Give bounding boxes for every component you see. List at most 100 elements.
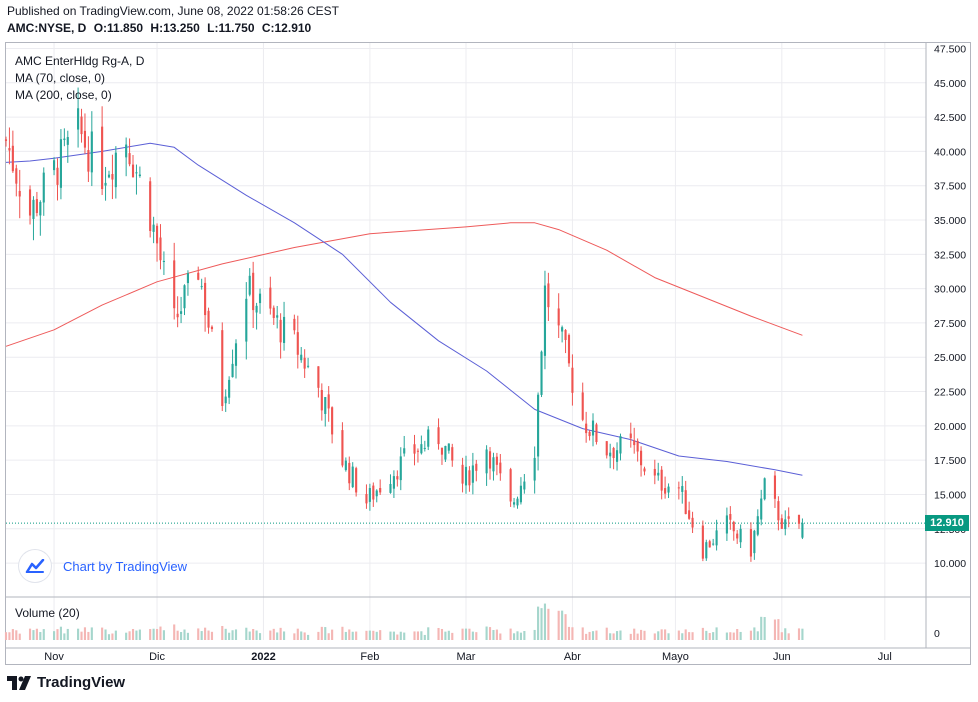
volume-bar xyxy=(59,626,62,640)
high-value: H:13.250 xyxy=(150,21,200,35)
candle-body xyxy=(777,501,780,521)
candle-body xyxy=(255,305,258,313)
volume-bar xyxy=(200,631,203,640)
volume-bar xyxy=(701,627,704,640)
volume-bar xyxy=(392,631,395,640)
volume-bar xyxy=(348,629,351,640)
candle-body xyxy=(475,463,478,471)
candle-body xyxy=(15,168,18,184)
tradingview-watermark[interactable]: Chart by TradingView xyxy=(19,549,187,583)
volume-legend[interactable]: Volume (20) xyxy=(15,606,80,620)
candle-body xyxy=(248,275,251,295)
chart-frame[interactable] xyxy=(5,42,971,665)
volume-bar xyxy=(368,630,371,640)
candle-body xyxy=(540,351,543,395)
volume-bar xyxy=(252,628,255,640)
candle-body xyxy=(464,466,468,486)
volume-bar xyxy=(114,630,117,640)
volume-bar xyxy=(8,632,11,640)
volume-bar xyxy=(365,630,368,640)
candle-body xyxy=(561,327,564,332)
candle-body xyxy=(773,475,777,499)
volume-bar xyxy=(643,630,646,640)
volume-bar xyxy=(633,628,636,640)
candle-body xyxy=(780,518,783,529)
candle-body xyxy=(763,478,766,500)
volume-bar xyxy=(715,627,718,640)
volume-bar xyxy=(35,628,38,640)
y-tick-label: 40.000 xyxy=(934,146,966,158)
candle-body xyxy=(444,445,447,460)
x-tick-label: Dic xyxy=(149,651,165,663)
candle-body xyxy=(42,172,45,203)
volume-bar xyxy=(269,630,272,640)
candle-body xyxy=(234,343,238,366)
volume-bar xyxy=(427,627,430,640)
volume-bar xyxy=(331,629,334,640)
y-tick-label: 25.000 xyxy=(934,352,966,364)
y-tick-label: 10.000 xyxy=(934,558,966,570)
candle-body xyxy=(379,488,382,493)
volume-bar xyxy=(509,628,512,640)
candle-body xyxy=(677,487,680,489)
candle-body xyxy=(749,529,752,557)
volume-bar xyxy=(159,626,162,640)
volume-bar xyxy=(372,630,375,640)
candle-body xyxy=(331,407,334,435)
volume-bar xyxy=(77,628,80,640)
volume-bar xyxy=(512,633,516,640)
volume-bar xyxy=(87,631,90,640)
volume-bar xyxy=(317,631,320,640)
volume-bar xyxy=(131,628,135,640)
ma200-legend[interactable]: MA (200, close, 0) xyxy=(15,88,112,102)
watermark-text[interactable]: Chart by TradingView xyxy=(63,558,188,574)
candle-body xyxy=(667,486,670,493)
candle-body xyxy=(155,225,159,244)
volume-bar xyxy=(32,630,35,640)
candle-body xyxy=(355,468,358,493)
volume-bar xyxy=(276,632,279,640)
volume-bar xyxy=(228,632,231,640)
volume-bar xyxy=(104,629,107,640)
volume-bar xyxy=(543,603,547,640)
candle-body xyxy=(715,530,718,546)
last-price-tag: 12.910 xyxy=(925,515,969,532)
candle-body xyxy=(488,451,492,469)
volume-bar xyxy=(705,630,708,640)
volume-bar xyxy=(595,630,598,640)
candle-body xyxy=(629,433,632,439)
volume-bar xyxy=(667,633,670,640)
candle-body xyxy=(396,476,399,480)
candle-body xyxy=(279,319,282,343)
candle-body xyxy=(131,164,135,178)
candle-body xyxy=(303,357,306,369)
candle-body xyxy=(605,441,608,456)
candle-body xyxy=(375,490,378,497)
candle-body xyxy=(152,224,155,232)
candle-body xyxy=(660,469,663,491)
volume-bar xyxy=(52,631,56,640)
candle-body xyxy=(324,397,327,414)
axes: 47.500 45.000 42.500 40.000 37.500 35.000 32.5… xyxy=(6,43,970,663)
candle-body xyxy=(729,514,732,520)
ma70-legend[interactable]: MA (70, close, 0) xyxy=(15,71,106,85)
candle-body xyxy=(643,468,646,472)
footer-brand: TradingView xyxy=(7,674,125,691)
candle-body xyxy=(159,237,162,261)
candle-body xyxy=(633,440,636,446)
candle-body xyxy=(269,287,272,309)
symbol-legend[interactable]: AMC EnterHldg Rg-A, D xyxy=(15,54,145,68)
candle-body xyxy=(636,440,639,452)
volume-bar xyxy=(396,634,399,640)
grid xyxy=(6,43,926,640)
volume-bar xyxy=(437,627,440,640)
y-tick-label: 32.500 xyxy=(934,249,966,261)
candle-body xyxy=(272,307,275,318)
candle-body xyxy=(427,429,430,447)
y-tick-label: 42.500 xyxy=(934,112,966,124)
volume-bar xyxy=(533,629,536,640)
candle-body xyxy=(437,427,440,445)
volume-bar xyxy=(107,634,111,640)
candle-body xyxy=(77,108,80,130)
